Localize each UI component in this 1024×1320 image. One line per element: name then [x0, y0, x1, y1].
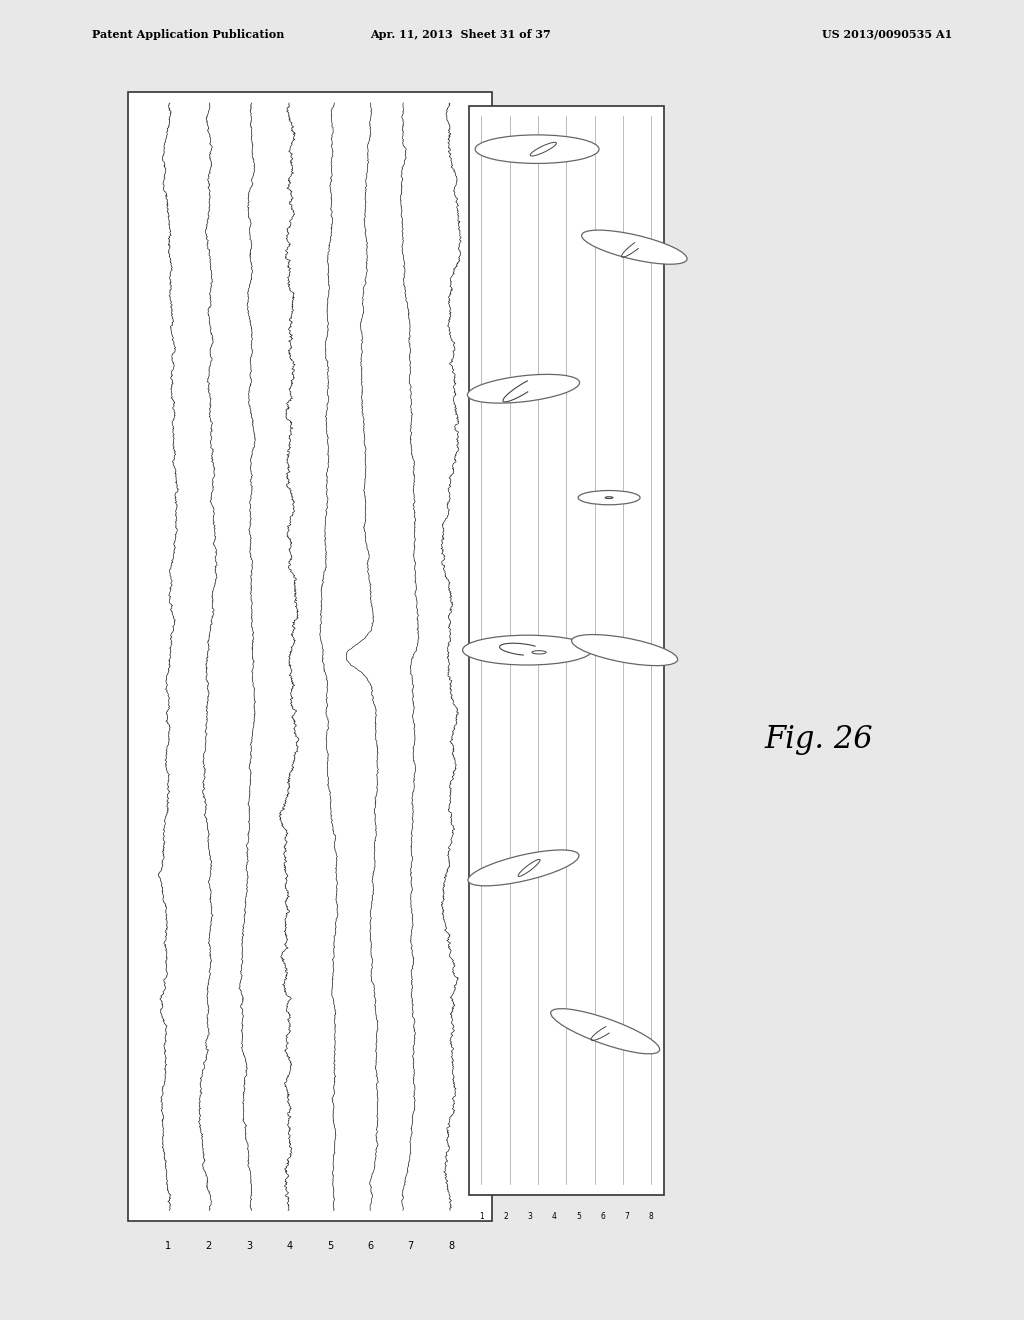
Text: 4: 4	[552, 1212, 557, 1221]
Ellipse shape	[571, 635, 678, 665]
Text: 3: 3	[527, 1212, 532, 1221]
Text: 8: 8	[649, 1212, 653, 1221]
Ellipse shape	[463, 635, 592, 665]
Bar	[128, 92, 492, 1221]
Text: 6: 6	[600, 1212, 605, 1221]
Ellipse shape	[475, 135, 599, 164]
Text: 3: 3	[246, 1241, 252, 1251]
Text: 6: 6	[368, 1241, 374, 1251]
Text: 7: 7	[625, 1212, 630, 1221]
Ellipse shape	[468, 850, 579, 886]
Text: 8: 8	[449, 1241, 455, 1251]
Bar	[469, 106, 664, 1195]
Text: 4: 4	[287, 1241, 293, 1251]
Text: 5: 5	[327, 1241, 333, 1251]
Text: 1: 1	[165, 1241, 171, 1251]
Text: 1: 1	[479, 1212, 483, 1221]
Text: US 2013/0090535 A1: US 2013/0090535 A1	[822, 29, 952, 40]
Text: 2: 2	[503, 1212, 508, 1221]
Text: Patent Application Publication: Patent Application Publication	[92, 29, 285, 40]
Ellipse shape	[551, 1008, 659, 1053]
Text: Apr. 11, 2013  Sheet 31 of 37: Apr. 11, 2013 Sheet 31 of 37	[371, 29, 551, 40]
Text: 2: 2	[206, 1241, 212, 1251]
Text: Fig. 26: Fig. 26	[765, 723, 873, 755]
Ellipse shape	[582, 230, 687, 264]
Ellipse shape	[467, 375, 580, 403]
Text: 7: 7	[408, 1241, 414, 1251]
Text: 5: 5	[575, 1212, 581, 1221]
Ellipse shape	[579, 491, 640, 504]
